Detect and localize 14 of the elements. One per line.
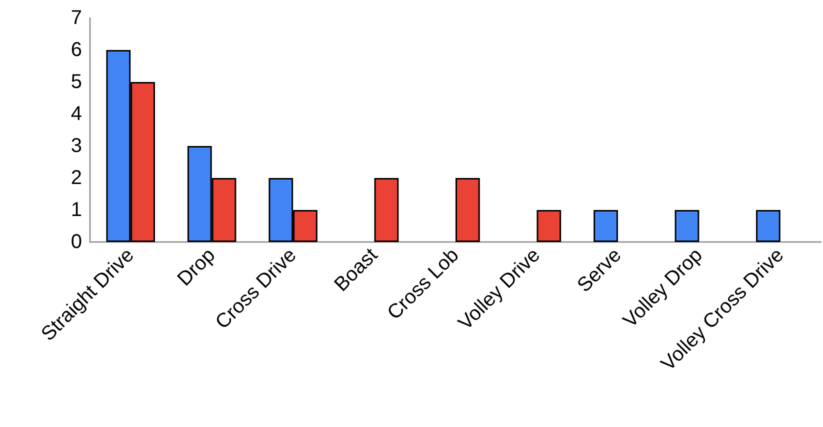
bar [374,178,399,242]
y-tick-label: 5 [70,71,82,93]
bar [594,210,618,242]
bar [674,210,700,242]
y-tick-label: 0 [70,231,82,253]
bar [756,210,780,242]
y-tick-label: 4 [70,103,82,125]
y-tick-label: 3 [70,135,82,157]
y-tick-label: 7 [70,7,82,29]
y-tick-label: 6 [70,39,82,61]
y-tick-label: 2 [70,167,82,189]
bar [536,210,562,242]
bar [456,178,480,242]
y-tick-label: 1 [70,199,82,221]
